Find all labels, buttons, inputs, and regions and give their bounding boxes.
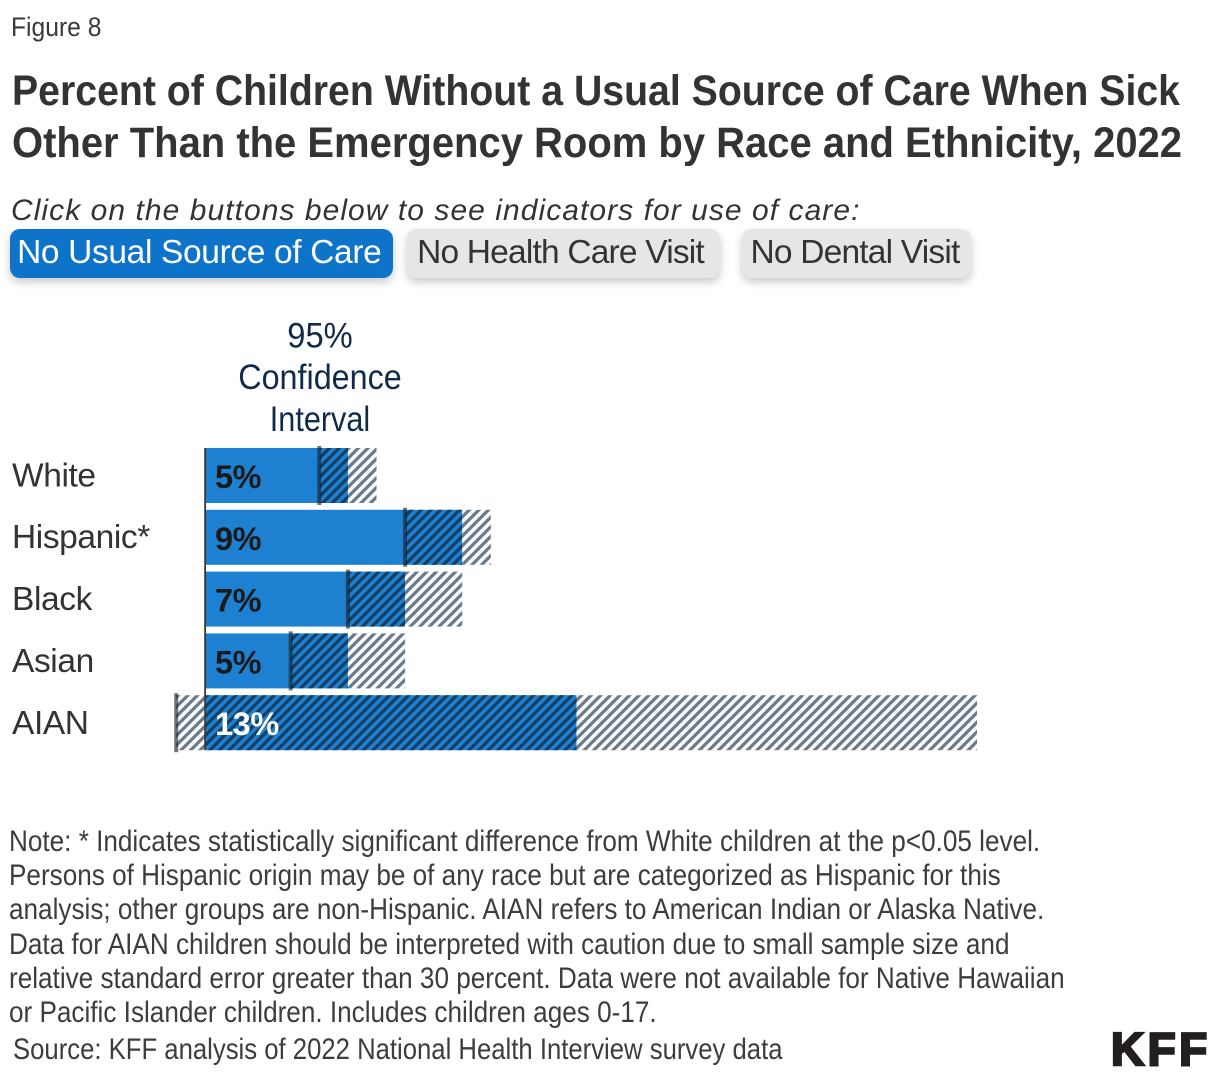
svg-text:Hispanic*: Hispanic* bbox=[12, 519, 150, 556]
svg-text:Black: Black bbox=[12, 581, 93, 618]
svg-text:AIAN: AIAN bbox=[12, 705, 89, 742]
svg-text:5%: 5% bbox=[215, 644, 262, 680]
svg-text:7%: 7% bbox=[215, 583, 262, 619]
svg-text:Interval: Interval bbox=[270, 400, 370, 439]
svg-text:KFF: KFF bbox=[1111, 1023, 1211, 1075]
svg-text:5%: 5% bbox=[215, 459, 262, 495]
svg-text:9%: 9% bbox=[215, 521, 262, 557]
svg-text:Confidence: Confidence bbox=[238, 358, 402, 397]
svg-text:Asian: Asian bbox=[12, 643, 94, 680]
svg-text:95%: 95% bbox=[287, 316, 352, 355]
svg-text:13%: 13% bbox=[215, 706, 279, 742]
svg-text:White: White bbox=[12, 457, 96, 494]
